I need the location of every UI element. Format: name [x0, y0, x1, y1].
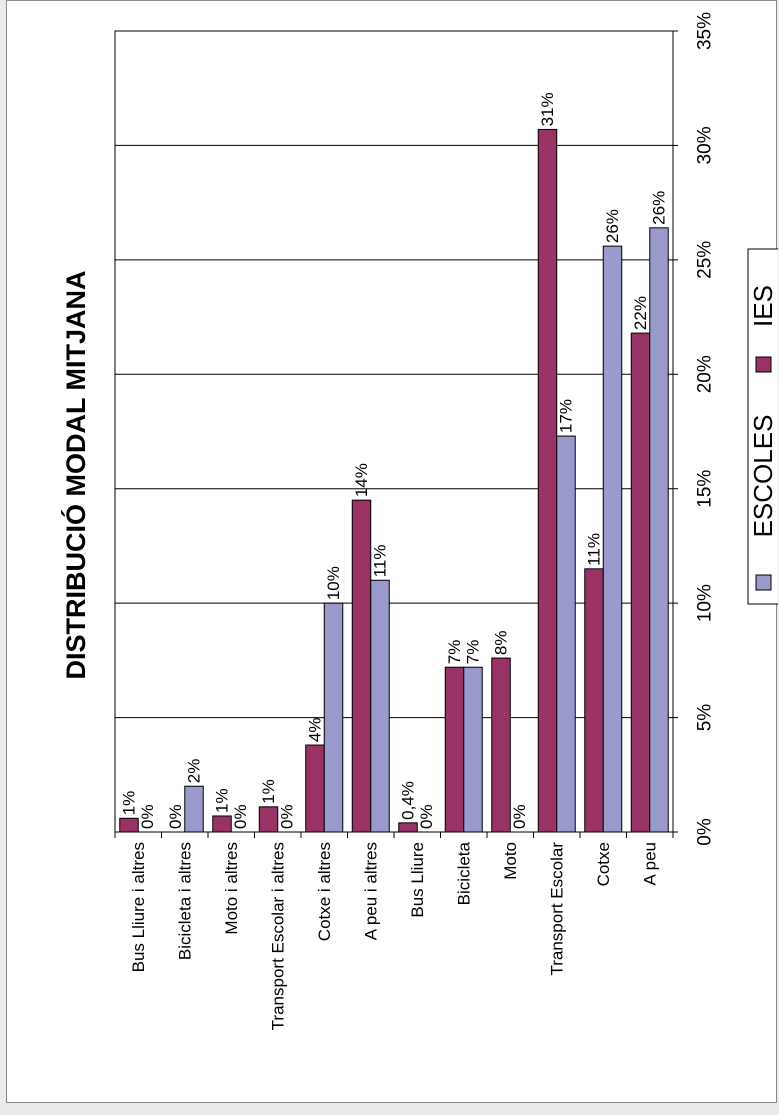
category-label: Transport Escolar — [547, 842, 566, 976]
bar-escoles — [463, 666, 483, 833]
bar-escoles — [323, 602, 344, 833]
data-label-escoles: 11% — [371, 544, 390, 577]
category-label: Moto i altres — [222, 842, 241, 935]
data-label-escoles: 0% — [417, 804, 436, 829]
gridlines — [115, 144, 673, 719]
data-label-ies: 14% — [352, 463, 371, 497]
data-label-escoles: 26% — [603, 209, 622, 243]
bar-ies — [491, 657, 511, 833]
bar-escoles — [649, 227, 669, 833]
bar-escoles — [184, 785, 204, 833]
category-label: Cotxe — [594, 842, 613, 886]
data-label-ies: 0,4% — [399, 781, 418, 820]
legend-swatch-escoles — [755, 574, 772, 591]
value-tick-label: 0% — [695, 818, 716, 846]
bar-ies — [584, 568, 604, 833]
bar-ies — [119, 817, 139, 833]
bar-ies — [212, 815, 232, 833]
data-label-escoles: 26% — [650, 191, 669, 225]
data-label-escoles: 0% — [510, 804, 529, 829]
category-label: Bicicleta i altres — [175, 842, 194, 960]
data-label-ies: 7% — [445, 640, 464, 665]
legend-label-ies: IES — [748, 285, 778, 327]
data-label-escoles: 17% — [557, 399, 576, 433]
chart-title: DISTRIBUCIÓ MODAL MITJANA — [60, 271, 91, 680]
legend-box — [747, 248, 778, 605]
data-label-ies: 1% — [120, 791, 139, 816]
bar-ies — [537, 128, 558, 833]
bar-ies — [305, 744, 325, 833]
bar-escoles — [602, 245, 623, 833]
category-label: Bicicleta — [454, 841, 473, 905]
data-label-escoles: 7% — [464, 640, 483, 665]
data-label-ies: 4% — [306, 717, 325, 742]
bar-escoles — [370, 579, 390, 833]
category-label: Bus Lliure i altres — [129, 842, 148, 972]
chart-page: DISTRIBUCIÓ MODAL MITJANA 1% 0% 1% 1% 4% 14% 0… — [6, 0, 778, 1103]
bar-ies — [444, 666, 465, 833]
category-label: A peu i altres — [361, 842, 380, 940]
axes: 0% 5% 10% 15% 20% 25% 30% 35% Bus Lliure i altre… — [114, 12, 716, 1030]
data-label-escoles: 0% — [231, 804, 250, 829]
data-label-ies: 0% — [166, 804, 185, 829]
plot-area — [114, 30, 674, 833]
value-tick-label: 5% — [695, 704, 716, 732]
data-label-ies: 8% — [492, 630, 511, 655]
data-label-escoles: 2% — [185, 759, 204, 784]
data-label-escoles: 0% — [278, 804, 297, 829]
data-label-ies: 1% — [259, 779, 278, 804]
bar-ies — [398, 822, 418, 833]
value-tick-label: 15% — [695, 470, 716, 508]
bar-ies — [258, 806, 279, 833]
data-label-escoles: 0% — [138, 804, 157, 829]
value-tick-label: 30% — [695, 126, 716, 164]
legend-swatch-ies — [755, 356, 772, 373]
data-label-ies: 1% — [213, 788, 232, 813]
category-label: Cotxe i altres — [315, 842, 334, 941]
value-tick-label: 25% — [695, 241, 716, 279]
value-tick-label: 10% — [695, 584, 716, 622]
data-label-ies: 22% — [631, 296, 650, 330]
legend-label-escoles: ESCOLES — [748, 415, 778, 538]
category-label: Transport Escolar i altres — [268, 842, 287, 1030]
bar-ies — [630, 332, 651, 833]
legend: ESCOLES IES — [747, 248, 778, 605]
value-tick-label: 20% — [695, 355, 716, 393]
data-label-ies: 11% — [585, 533, 604, 566]
category-label: Moto — [501, 842, 520, 880]
data-label-escoles: 10% — [324, 566, 343, 600]
bar-escoles — [556, 435, 576, 833]
value-tick-label: 35% — [695, 12, 716, 50]
category-label: A peu — [640, 842, 659, 886]
bars: 1%0%1% 1%4%14%0,4%7% 8%31%11%22%0%2%0% 0%10… — [119, 92, 669, 833]
bar-chart: DISTRIBUCIÓ MODAL MITJANA 1%0%1% 1%4%14%0… — [60, 12, 778, 1030]
bar-ies — [351, 499, 372, 833]
category-label: Bus Lliure — [408, 842, 427, 918]
data-label-ies: 31% — [538, 92, 557, 126]
